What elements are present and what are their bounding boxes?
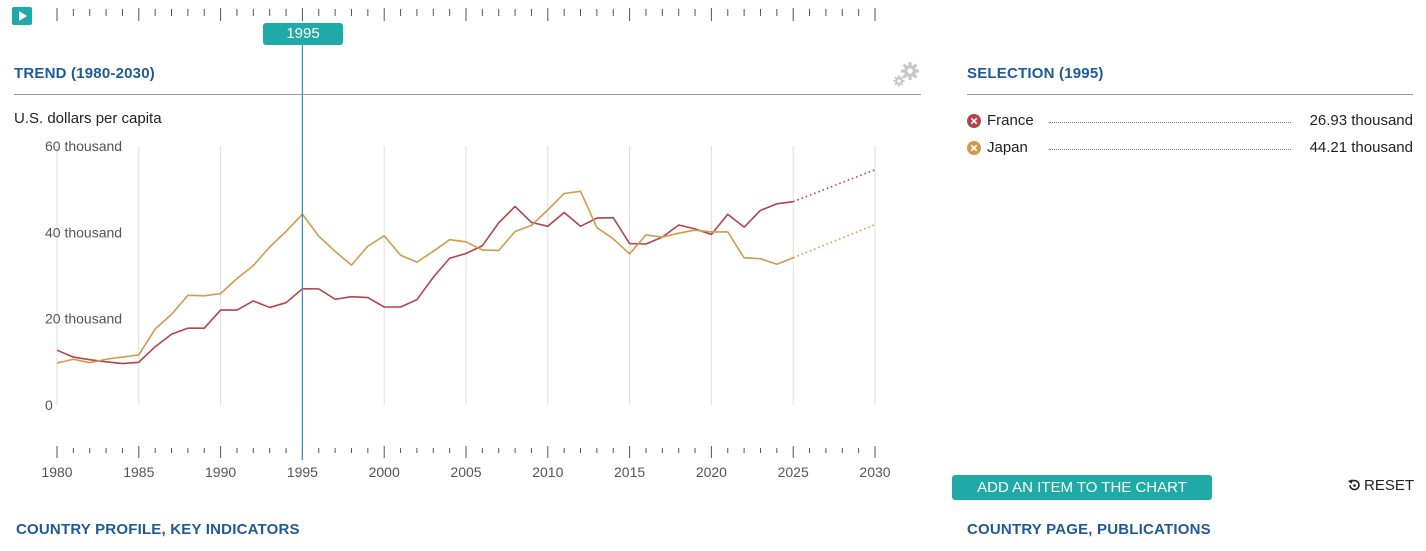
x-tick-label: 2020 — [696, 464, 727, 480]
unit-label: U.S. dollars per capita — [14, 110, 162, 127]
selection-row-france: France 26.93 thousand — [967, 111, 1413, 131]
series-projection-france — [792, 168, 876, 203]
y-tick-label: 60 thousand — [45, 138, 122, 154]
trend-title: TREND (1980-2030) — [14, 65, 155, 82]
timeline-ruler[interactable] — [50, 0, 890, 26]
series-name: Japan — [987, 139, 1032, 156]
leader-dots — [1049, 149, 1291, 150]
reset-button[interactable]: RESET — [1347, 477, 1414, 494]
selection-title: SELECTION (1995) — [967, 65, 1104, 82]
selection-row-japan: Japan 44.21 thousand — [967, 138, 1413, 158]
y-tick-label: 20 thousand — [45, 311, 122, 327]
series-projection-japan — [792, 223, 876, 259]
gear-icon[interactable] — [891, 60, 921, 93]
selection-divider — [967, 94, 1413, 95]
series-line-japan — [56, 190, 794, 364]
x-tick-label: 1990 — [205, 464, 236, 480]
y-tick-label: 40 thousand — [45, 224, 122, 240]
remove-france-icon[interactable] — [967, 114, 981, 132]
trend-divider — [14, 94, 921, 95]
x-tick-label: 1995 — [287, 464, 318, 480]
x-tick-label: 2030 — [859, 464, 890, 480]
x-tick-label: 1985 — [123, 464, 154, 480]
x-tick-label: 2005 — [450, 464, 481, 480]
x-tick-label: 2015 — [614, 464, 645, 480]
play-icon — [19, 11, 27, 21]
play-button[interactable] — [12, 7, 32, 25]
series-name: France — [987, 112, 1038, 129]
leader-dots — [1049, 122, 1291, 123]
series-value: 44.21 thousand — [1305, 139, 1413, 156]
x-tick-label: 2025 — [778, 464, 809, 480]
year-slider-badge[interactable]: 1995 — [263, 23, 343, 45]
y-tick-label: 0 — [45, 397, 53, 413]
reset-label: RESET — [1364, 477, 1415, 494]
series-value: 26.93 thousand — [1305, 112, 1413, 129]
country-page-link[interactable]: COUNTRY PAGE, PUBLICATIONS — [967, 521, 1211, 538]
remove-japan-icon[interactable] — [967, 141, 981, 159]
series-line-france — [56, 200, 794, 365]
reset-icon — [1347, 479, 1360, 491]
x-tick-label: 2010 — [532, 464, 563, 480]
x-tick-label: 2000 — [369, 464, 400, 480]
x-tick-label: 1980 — [41, 464, 72, 480]
country-profile-link[interactable]: COUNTRY PROFILE, KEY INDICATORS — [16, 521, 300, 538]
add-item-button[interactable]: ADD AN ITEM TO THE CHART — [952, 475, 1212, 500]
trend-chart: 0 20 thousand 40 thousand 60 thousand 1980 1… — [41, 45, 891, 480]
